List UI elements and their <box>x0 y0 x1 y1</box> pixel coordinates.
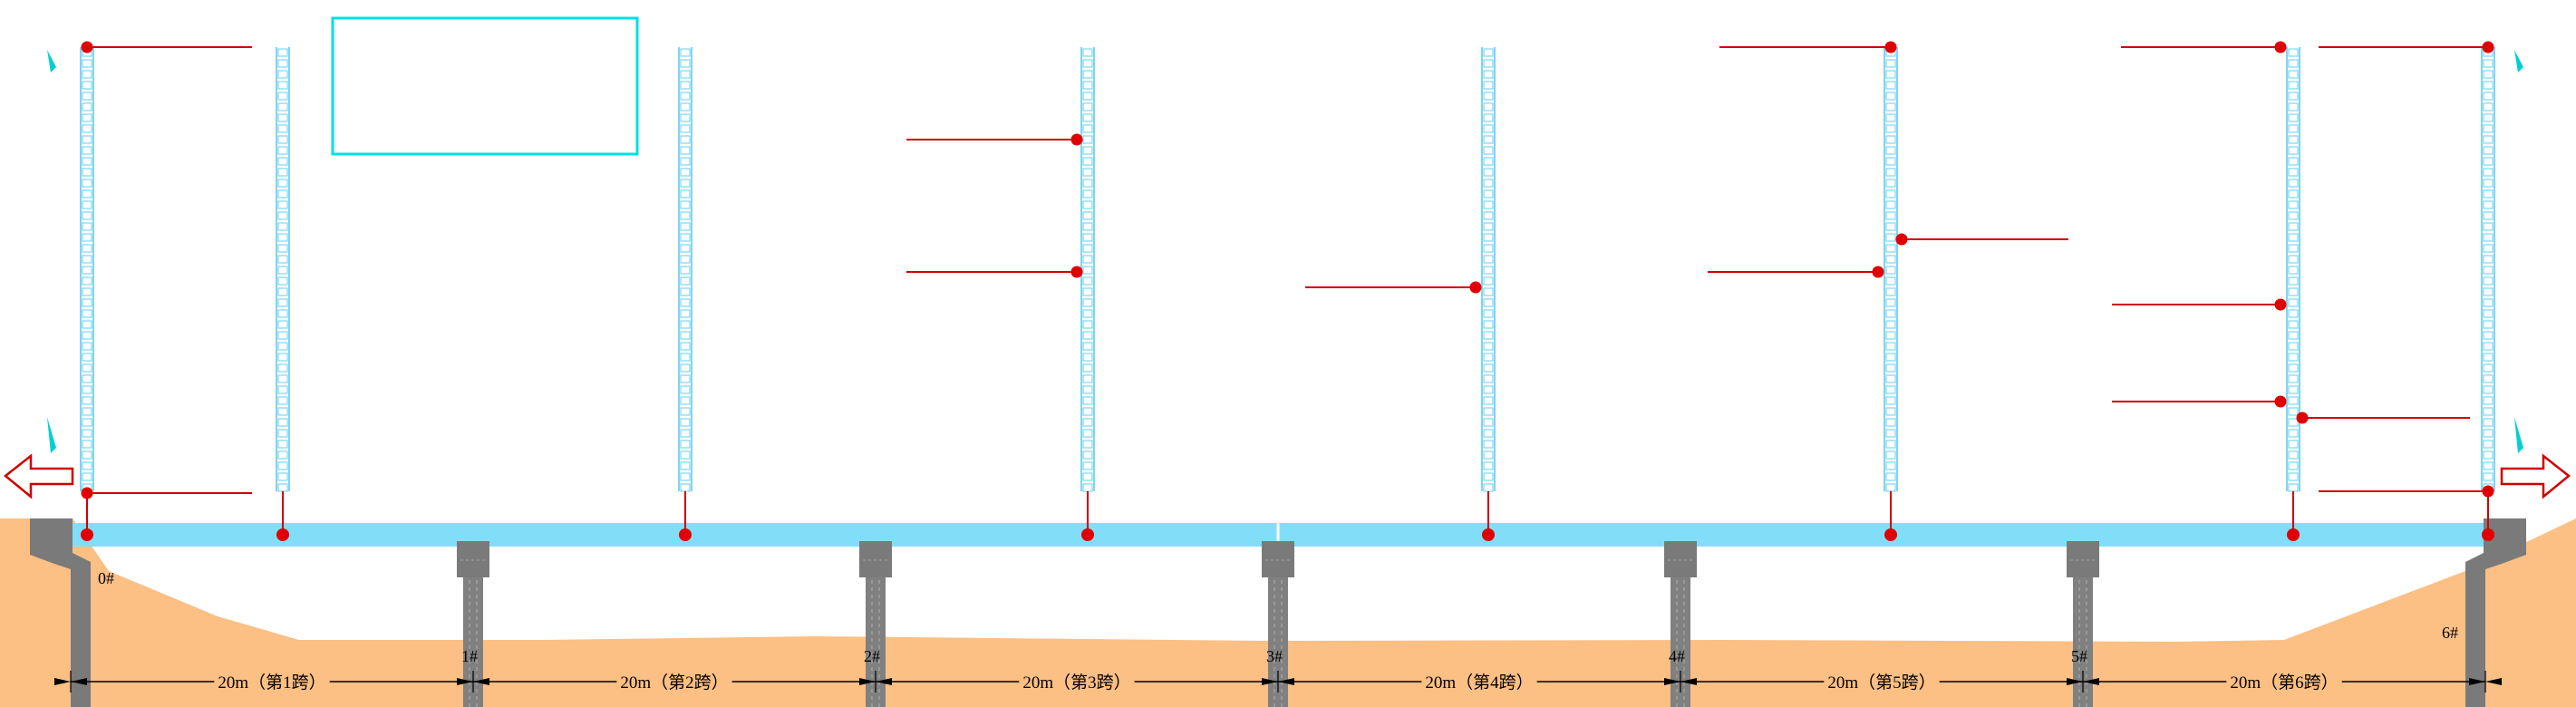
pier-2: 2# <box>859 541 892 707</box>
pier-label-1: 1# <box>461 647 478 665</box>
deck-anchor-dot <box>1884 528 1897 541</box>
scaffold-tower-8 <box>2481 47 2495 541</box>
red-marker-9 <box>2121 41 2287 53</box>
pier-label-2: 2# <box>864 647 880 665</box>
red-marker-8 <box>1895 233 2068 246</box>
deck-anchor-dot <box>2482 528 2494 541</box>
pier-label-5: 5# <box>2071 647 2087 665</box>
pier-cap <box>457 541 489 577</box>
abutment-label-6: 6# <box>2442 624 2458 642</box>
pier-5: 5# <box>2067 541 2099 707</box>
pier-cap <box>1262 541 1294 577</box>
pier-column <box>1671 577 1690 707</box>
hollow-right-arrow-icon <box>2500 453 2571 499</box>
abutment-label-0: 0# <box>98 569 114 587</box>
red-marker-5 <box>1305 281 1482 294</box>
scaffold-tower-5 <box>1481 47 1496 541</box>
pier-4: 4# <box>1664 541 1697 707</box>
span-label-1: 20m（第1跨） <box>218 673 325 692</box>
span-label-6: 20m（第6跨） <box>2230 673 2338 692</box>
red-marker-11 <box>2112 298 2287 311</box>
scaffold-tower-4 <box>1080 47 1095 541</box>
span-label-2: 20m（第2跨） <box>620 673 728 692</box>
scaffold-tower-3 <box>678 47 692 541</box>
red-marker-4 <box>906 266 1083 278</box>
scaffold-tower-2 <box>276 47 290 541</box>
deck-anchor-dot <box>1081 528 1094 541</box>
scaffold-tower-7 <box>2286 47 2300 541</box>
deck-anchor-dot <box>1482 528 1495 541</box>
pier-cap <box>2067 541 2099 577</box>
cyan-frame-box <box>331 16 639 156</box>
span-label-5: 20m（第5跨） <box>1827 673 1935 692</box>
span-label-4: 20m（第4跨） <box>1425 673 1533 692</box>
span-label-3: 20m（第3跨） <box>1022 673 1130 692</box>
red-marker-6 <box>1719 41 1897 53</box>
scaffold-ticks <box>47 50 2523 453</box>
scaffold-tower-6 <box>1884 47 1898 541</box>
ground-profile <box>0 518 2576 707</box>
red-marker-2 <box>81 487 252 499</box>
hollow-left-arrow-icon <box>4 453 74 499</box>
scaffold-tower-1 <box>80 47 94 541</box>
pier-column <box>2073 577 2093 707</box>
red-marker-1 <box>81 41 252 53</box>
deck-anchor-dot <box>679 528 692 541</box>
red-marker-10 <box>2319 41 2494 53</box>
pier-label-3: 3# <box>1266 647 1283 665</box>
deck-anchor-dot <box>81 528 93 541</box>
pier-column <box>1268 577 1288 707</box>
abutment-left: 0# <box>30 518 114 707</box>
pier-cap <box>1664 541 1697 577</box>
abutment-right: 6# <box>2442 518 2526 707</box>
pier-label-4: 4# <box>1669 647 1685 665</box>
deck-anchor-dot <box>2287 528 2300 541</box>
pier-1: 1# <box>457 541 489 707</box>
pier-3: 3# <box>1262 541 1294 707</box>
red-marker-12 <box>2112 395 2287 408</box>
pier-cap <box>859 541 892 577</box>
red-marker-13 <box>2296 412 2470 424</box>
deck-anchor-dot <box>276 528 289 541</box>
red-marker-3 <box>906 133 1083 146</box>
pier-column <box>866 577 886 707</box>
pier-column <box>463 577 483 707</box>
red-marker-7 <box>1708 266 1884 278</box>
red-marker-14 <box>2319 485 2494 498</box>
